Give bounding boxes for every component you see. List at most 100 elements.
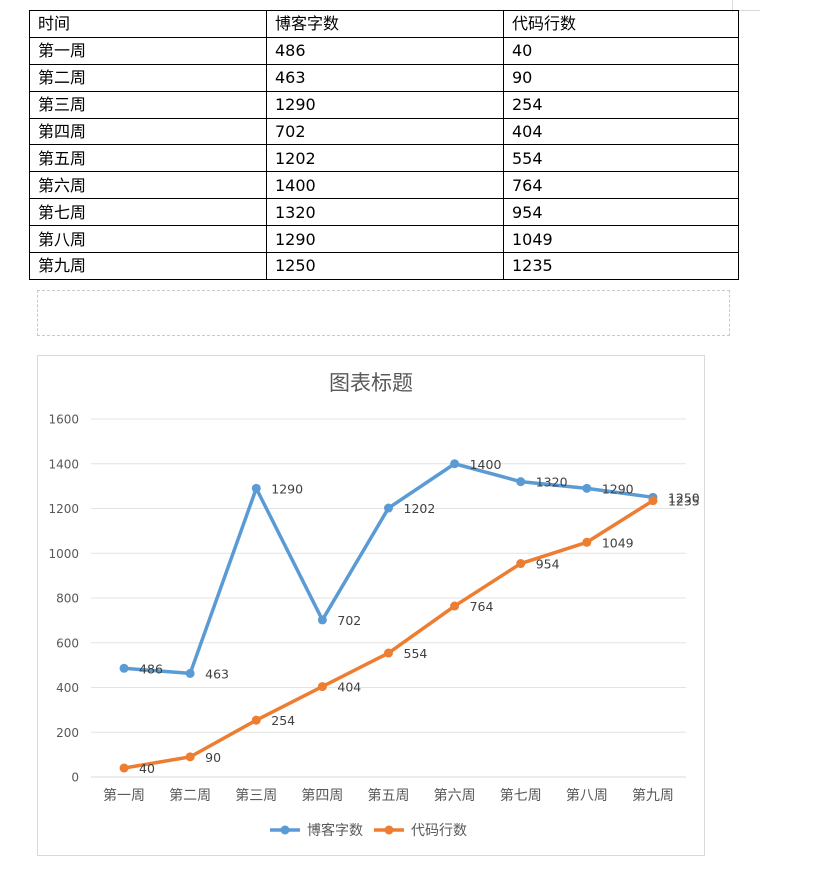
cell-week[interactable]: 第八周	[29, 225, 267, 254]
data-point[interactable]	[384, 503, 393, 513]
y-axis: 0 200 400 600 800 1000 1200 1400 1600	[48, 413, 79, 785]
cell-week[interactable]: 第九周	[29, 252, 267, 280]
table-row: 第六周 1400 764	[29, 171, 739, 200]
cell-blog-words[interactable]: 486	[266, 36, 504, 65]
y-tick-label: 1600	[48, 413, 79, 427]
x-tick-label: 第五周	[368, 787, 410, 804]
data-point[interactable]	[185, 752, 195, 762]
data-point[interactable]	[516, 477, 526, 487]
y-tick-label: 400	[56, 681, 79, 695]
chart-title[interactable]: 图表标题	[329, 371, 413, 395]
cell-week[interactable]: 第三周	[29, 90, 267, 119]
legend-swatch-marker[interactable]	[280, 825, 290, 835]
cell-week[interactable]: 第五周	[29, 144, 267, 173]
table-row: 第二周 463 90	[29, 63, 739, 92]
y-tick-label: 600	[56, 636, 79, 650]
page-margin-guide-horizontal	[732, 10, 760, 11]
data-label: 40	[139, 761, 155, 776]
data-label: 90	[205, 750, 221, 765]
cell-code-lines[interactable]: 954	[503, 198, 739, 227]
data-point[interactable]	[317, 682, 327, 692]
data-labels: 486 463 1290 702 1202 1400 1320 1290 1250 40 90 254…	[139, 457, 700, 776]
cell-blog-words[interactable]: 1320	[266, 198, 504, 227]
x-axis: 第一周 第二周 第三周 第四周 第五周 第六周 第七周 第八周 第九周	[103, 787, 674, 804]
cell-code-lines[interactable]: 554	[503, 144, 739, 173]
data-table: 时间 博客字数 代码行数 第一周 486 40 第二周 463 90 第三周 1290 254 第四周 7…	[29, 10, 739, 280]
table-row: 第七周 1320 954	[29, 198, 739, 227]
data-point[interactable]	[119, 763, 129, 773]
y-tick-label: 0	[71, 771, 79, 785]
data-label: 463	[205, 666, 229, 681]
data-point[interactable]	[516, 559, 526, 569]
data-point[interactable]	[119, 663, 129, 673]
cell-week[interactable]: 第四周	[29, 117, 267, 146]
data-label: 1235	[668, 494, 700, 509]
data-label: 254	[271, 713, 295, 728]
data-point[interactable]	[384, 648, 393, 658]
table-row: 第九周 1250 1235	[29, 252, 739, 280]
data-point[interactable]	[185, 668, 195, 678]
data-label: 1290	[602, 481, 634, 496]
x-tick-label: 第一周	[103, 787, 145, 804]
data-label: 702	[337, 613, 361, 628]
y-tick-label: 1000	[48, 547, 79, 561]
data-label: 1290	[271, 481, 303, 496]
legend[interactable]: 博客字数 代码行数	[270, 822, 467, 839]
x-tick-label: 第三周	[235, 787, 277, 804]
chart-area[interactable]	[37, 355, 705, 856]
data-label: 554	[404, 646, 428, 661]
cell-blog-words[interactable]: 博客字数	[266, 10, 504, 38]
data-point[interactable]	[582, 483, 592, 493]
data-label: 486	[139, 661, 163, 676]
x-tick-label: 第九周	[632, 787, 674, 804]
table-row: 第三周 1290 254	[29, 90, 739, 119]
data-point[interactable]	[582, 537, 592, 547]
data-point[interactable]	[317, 615, 327, 625]
data-point[interactable]	[450, 601, 460, 611]
cell-code-lines[interactable]: 40	[503, 36, 739, 65]
data-label: 1400	[470, 457, 502, 472]
cell-code-lines[interactable]: 1235	[503, 252, 739, 280]
data-label: 1250	[668, 490, 700, 505]
data-label: 764	[470, 599, 494, 614]
cell-blog-words[interactable]: 463	[266, 63, 504, 92]
cell-blog-words[interactable]: 702	[266, 117, 504, 146]
x-tick-label: 第六周	[434, 787, 476, 804]
data-point[interactable]	[251, 715, 261, 725]
data-point[interactable]	[648, 496, 658, 506]
legend-label[interactable]: 代码行数	[411, 823, 467, 839]
cell-week[interactable]: 第二周	[29, 63, 267, 92]
data-label: 1049	[602, 535, 634, 550]
series-group[interactable]	[119, 459, 658, 773]
x-tick-label: 第四周	[301, 787, 343, 804]
table-row: 第一周 486 40	[29, 36, 739, 65]
cell-code-lines[interactable]: 1049	[503, 225, 739, 254]
data-point[interactable]	[251, 483, 261, 493]
data-label: 954	[536, 557, 560, 572]
cell-week[interactable]: 第一周	[29, 36, 267, 65]
x-tick-label: 第七周	[500, 787, 542, 804]
y-tick-label: 1400	[48, 457, 79, 471]
cell-blog-words[interactable]: 1290	[266, 90, 504, 119]
data-point[interactable]	[450, 459, 460, 469]
y-tick-label: 800	[56, 592, 79, 606]
data-label: 404	[337, 680, 361, 695]
cell-week[interactable]: 第七周	[29, 198, 267, 227]
legend-label[interactable]: 博客字数	[307, 822, 363, 839]
legend-swatch-marker[interactable]	[384, 825, 394, 835]
y-tick-label: 1200	[48, 502, 79, 516]
cell-blog-words[interactable]: 1400	[266, 171, 504, 200]
cell-blog-words[interactable]: 1250	[266, 252, 504, 280]
table-row: 第五周 1202 554	[29, 144, 739, 173]
cell-week[interactable]: 时间	[29, 10, 267, 38]
x-tick-label: 第八周	[566, 787, 608, 804]
x-tick-label: 第二周	[169, 787, 211, 804]
table-row: 第四周 702 404	[29, 117, 739, 146]
y-tick-label: 200	[56, 726, 79, 740]
table-row: 第八周 1290 1049	[29, 225, 739, 254]
cell-code-lines[interactable]: 404	[503, 117, 739, 146]
cell-code-lines[interactable]: 254	[503, 90, 739, 119]
gridlines	[91, 418, 686, 778]
data-label: 1320	[536, 475, 568, 490]
